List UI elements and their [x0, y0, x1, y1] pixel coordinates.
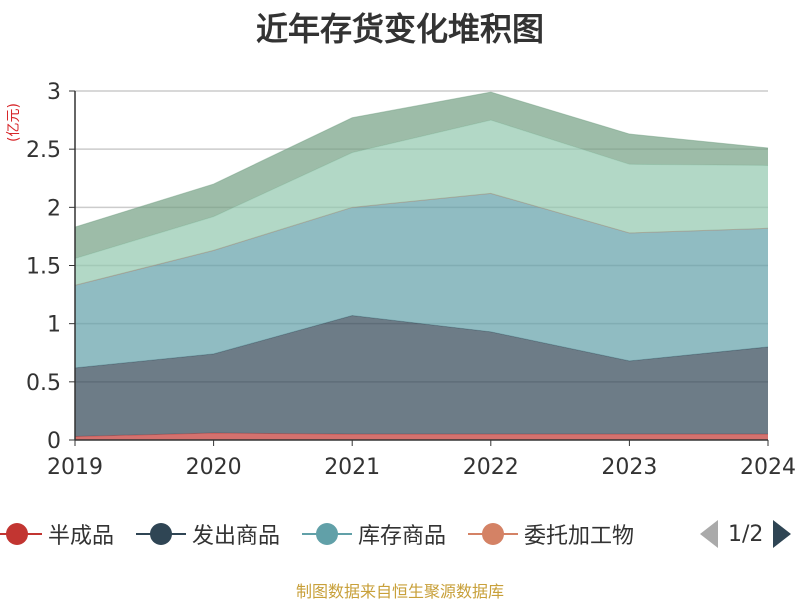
x-tick-label-2: 2021 — [324, 455, 380, 480]
area-line-5 — [74, 91, 769, 228]
legend-pager: 1/2 — [700, 512, 792, 556]
legend-next-page-icon[interactable] — [773, 520, 792, 548]
legend-item-2[interactable]: 库存商品 — [302, 518, 446, 550]
legend-items: 半成品 发出商品 库存商品 委托加工物 — [0, 518, 656, 550]
legend-marker-icon — [468, 522, 519, 546]
legend: 半成品 发出商品 库存商品 委托加工物 1/2 — [0, 512, 800, 556]
legend-item-0[interactable]: 半成品 — [0, 518, 114, 550]
legend-page-indicator: 1/2 — [728, 521, 764, 547]
x-tick-label-5: 2024 — [740, 455, 796, 480]
y-tick-label-1: 0.5 — [26, 371, 61, 396]
legend-items-viewport: 半成品 发出商品 库存商品 委托加工物 — [0, 512, 690, 556]
area-series-4 — [75, 120, 768, 286]
x-tick-label-3: 2022 — [463, 455, 519, 480]
y-tick-label-0: 0 — [47, 429, 61, 454]
y-tick-label-2: 1 — [47, 313, 61, 338]
y-tick-label-4: 2 — [47, 196, 61, 221]
y-tick-label-5: 2.5 — [26, 138, 61, 163]
area-series — [74, 91, 769, 440]
legend-item-label: 发出商品 — [192, 524, 281, 549]
y-tick-label-6: 3 — [47, 80, 61, 105]
legend-item-1[interactable]: 发出商品 — [136, 518, 280, 550]
area-series-1 — [75, 315, 768, 437]
legend-item-label: 半成品 — [48, 524, 115, 549]
area-series-5 — [75, 92, 768, 259]
legend-item-3[interactable]: 委托加工物 — [468, 518, 634, 550]
source-note: 制图数据来自恒生聚源数据库 — [295, 582, 504, 601]
legend-marker-icon — [0, 522, 42, 546]
x-tick-label-1: 2020 — [186, 455, 242, 480]
area-series-2 — [75, 193, 768, 368]
legend-prev-page-icon[interactable] — [700, 520, 718, 548]
x-tick-label-0: 2019 — [47, 455, 103, 480]
chart-title: 近年存货变化堆积图 — [255, 10, 544, 48]
legend-item-label: 委托加工物 — [524, 524, 635, 549]
legend-item-label: 库存商品 — [358, 524, 447, 549]
legend-marker-icon — [136, 522, 187, 546]
x-tick-label-4: 2023 — [601, 455, 657, 480]
y-tick-label-3: 1.5 — [26, 255, 61, 280]
tick-labels: 0 0.5 1 1.5 2 2.5 3 2019 2020 2021 2022 2023 2024 — [26, 80, 796, 480]
area-series-0 — [75, 433, 768, 440]
legend-marker-icon — [302, 522, 353, 546]
axes — [69, 90, 769, 446]
